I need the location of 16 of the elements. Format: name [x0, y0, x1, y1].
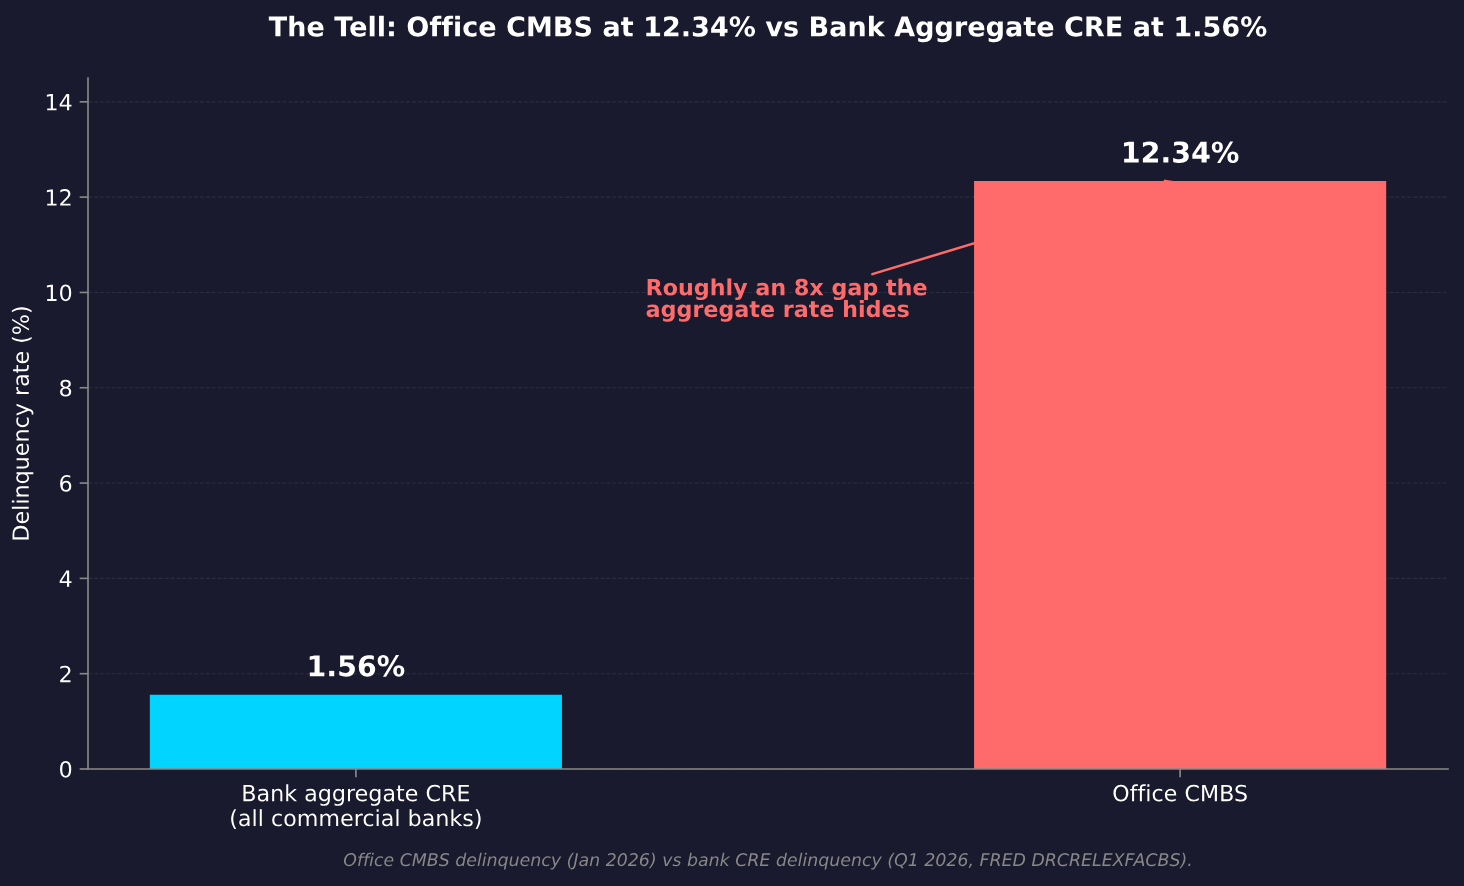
- y-tick-label: 2: [60, 665, 71, 683]
- y-tick-label: 8: [60, 379, 72, 397]
- y-axis-title: Delinquency rate (%): [11, 307, 34, 540]
- x-tick-label: Bank aggregate CRE (all commercial banks): [231, 784, 481, 829]
- y-tick-label: 0: [60, 760, 72, 778]
- text: Office CMBS delinquency (Jan 2026) vs bank CRE delinquency (Q1 2026, FRED DRCRELEXFACBS).: [343, 852, 1191, 870]
- x-tick-label: Office CMBS: [1113, 784, 1247, 802]
- annotation: Roughly an 8x gap the aggregate rate hides: [646, 278, 927, 322]
- y-tick-label: 4: [59, 570, 72, 587]
- data-label: 12.34%: [1124, 141, 1239, 163]
- y-tick-label: 12: [46, 189, 71, 206]
- y-tick-label: 10: [46, 284, 72, 302]
- y-tick-label: 14: [46, 94, 72, 111]
- chart-title: The Tell: Office CMBS at 12.34% vs Bank Aggregate CRE at 1.56%: [268, 15, 1267, 43]
- data-label: 1.56%: [309, 655, 405, 677]
- y-tick-label: 6: [60, 475, 72, 492]
